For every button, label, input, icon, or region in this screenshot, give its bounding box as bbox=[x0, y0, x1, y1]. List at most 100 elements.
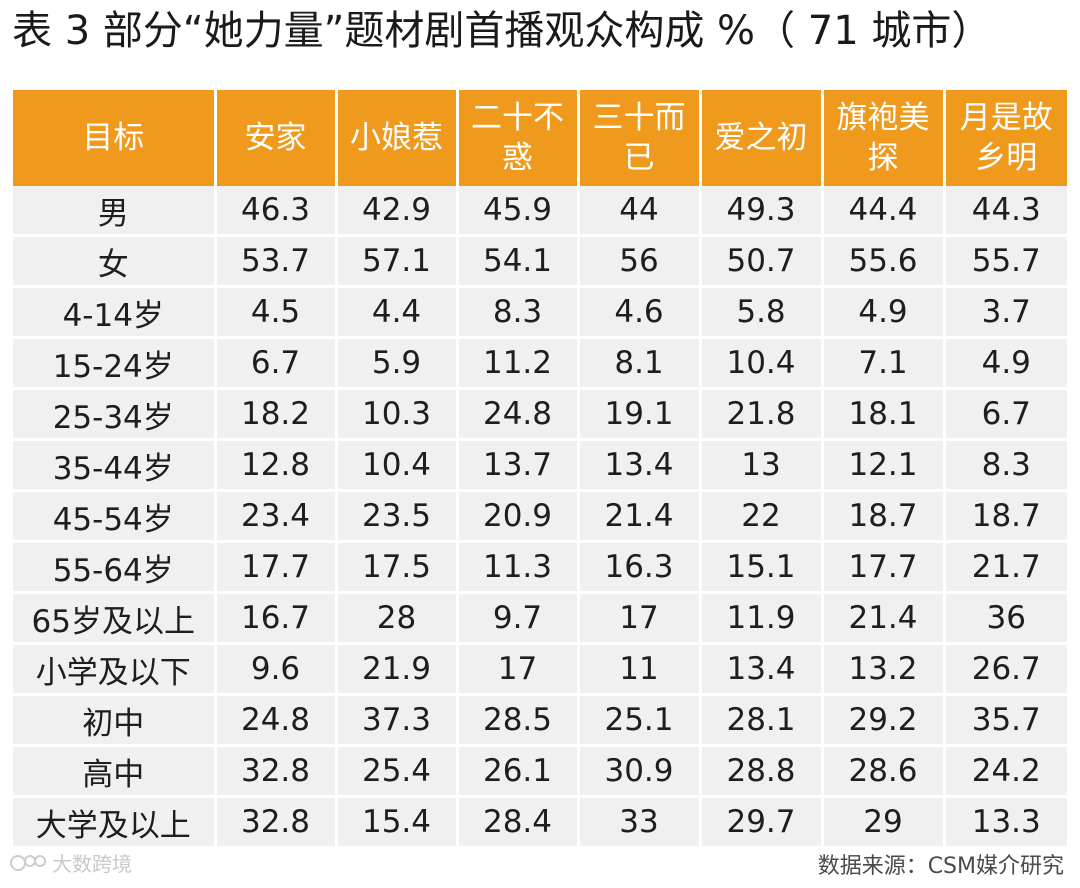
row-label: 4-14岁 bbox=[13, 285, 217, 338]
audience-table: 目标 安家 小娘惹 二十不惑 三十而已 爱之初 旗袍美探 月是故乡明 男 46.3… bbox=[13, 90, 1067, 846]
header-cell: 二十不惑 bbox=[457, 90, 580, 186]
table-cell: 21.7 bbox=[944, 540, 1067, 593]
table-cell: 13.4 bbox=[700, 642, 824, 695]
table-cell: 11.3 bbox=[457, 540, 580, 593]
table-cell: 4.4 bbox=[336, 285, 459, 338]
table-cell: 32.8 bbox=[215, 744, 338, 797]
table-row: 55-64岁 17.7 17.5 11.3 16.3 15.1 17.7 21.7 bbox=[13, 540, 1067, 593]
table-cell: 13.2 bbox=[822, 642, 946, 695]
table-cell: 6.7 bbox=[944, 387, 1067, 440]
table-cell: 21.4 bbox=[578, 489, 702, 542]
table-cell: 30.9 bbox=[578, 744, 702, 797]
table-cell: 7.1 bbox=[822, 336, 946, 389]
brand-logo: 大数跨境 bbox=[8, 848, 132, 877]
table-row: 15-24岁 6.7 5.9 11.2 8.1 10.4 7.1 4.9 bbox=[13, 336, 1067, 389]
table-cell: 8.1 bbox=[578, 336, 702, 389]
table-cell: 44.3 bbox=[944, 186, 1067, 236]
table-cell: 17.7 bbox=[822, 540, 946, 593]
table-row: 初中 24.8 37.3 28.5 25.1 28.1 29.2 35.7 bbox=[13, 693, 1067, 746]
table-cell: 4.6 bbox=[578, 285, 702, 338]
table-cell: 15.1 bbox=[700, 540, 824, 593]
table-cell: 15.4 bbox=[336, 795, 459, 846]
row-label: 大学及以上 bbox=[13, 795, 217, 846]
row-label: 35-44岁 bbox=[13, 438, 217, 491]
table-cell: 28.1 bbox=[700, 693, 824, 746]
header-cell: 月是故乡明 bbox=[944, 90, 1067, 186]
logo-icon bbox=[10, 854, 46, 871]
table-cell: 21.4 bbox=[822, 591, 946, 644]
data-source: 数据来源：CSM媒介研究 bbox=[817, 854, 1064, 879]
table-row: 45-54岁 23.4 23.5 20.9 21.4 22 18.7 18.7 bbox=[13, 489, 1067, 542]
table-row: 女 53.7 57.1 54.1 56 50.7 55.6 55.7 bbox=[13, 234, 1067, 287]
table-cell: 21.8 bbox=[700, 387, 824, 440]
table-cell: 13.7 bbox=[457, 438, 580, 491]
table-cell: 49.3 bbox=[700, 186, 824, 236]
table-cell: 17 bbox=[578, 591, 702, 644]
table-cell: 28.8 bbox=[700, 744, 824, 797]
table-cell: 26.7 bbox=[944, 642, 1067, 695]
table-row: 25-34岁 18.2 10.3 24.8 19.1 21.8 18.1 6.7 bbox=[13, 387, 1067, 440]
table-cell: 13.4 bbox=[578, 438, 702, 491]
logo-text: 大数跨境 bbox=[52, 852, 132, 876]
table-cell: 24.8 bbox=[215, 693, 338, 746]
table-row: 男 46.3 42.9 45.9 44 49.3 44.4 44.3 bbox=[13, 186, 1067, 236]
table-cell: 5.9 bbox=[336, 336, 459, 389]
table-body: 男 46.3 42.9 45.9 44 49.3 44.4 44.3 女 53.7 57.1 54.1… bbox=[13, 186, 1067, 846]
table-cell: 25.4 bbox=[336, 744, 459, 797]
table-cell: 18.7 bbox=[944, 489, 1067, 542]
table-row: 小学及以下 9.6 21.9 17 11 13.4 13.2 26.7 bbox=[13, 642, 1067, 695]
table-cell: 23.4 bbox=[215, 489, 338, 542]
table-cell: 44.4 bbox=[822, 186, 946, 236]
table-cell: 10.4 bbox=[336, 438, 459, 491]
header-cell: 三十而已 bbox=[578, 90, 702, 186]
table-cell: 24.8 bbox=[457, 387, 580, 440]
table-cell: 28.6 bbox=[822, 744, 946, 797]
table-cell: 29.7 bbox=[700, 795, 824, 846]
table-cell: 33 bbox=[578, 795, 702, 846]
header-cell-target: 目标 bbox=[13, 90, 217, 186]
table-cell: 4.9 bbox=[822, 285, 946, 338]
table-row: 65岁及以上 16.7 28 9.7 17 11.9 21.4 36 bbox=[13, 591, 1067, 644]
table-cell: 25.1 bbox=[578, 693, 702, 746]
table-cell: 28.5 bbox=[457, 693, 580, 746]
table-cell: 46.3 bbox=[215, 186, 338, 236]
table-cell: 20.9 bbox=[457, 489, 580, 542]
table-cell: 17 bbox=[457, 642, 580, 695]
table-cell: 4.9 bbox=[944, 336, 1067, 389]
table-cell: 8.3 bbox=[944, 438, 1067, 491]
table-cell: 18.1 bbox=[822, 387, 946, 440]
table-cell: 23.5 bbox=[336, 489, 459, 542]
table-cell: 36 bbox=[944, 591, 1067, 644]
table-cell: 6.7 bbox=[215, 336, 338, 389]
table-cell: 35.7 bbox=[944, 693, 1067, 746]
row-label: 45-54岁 bbox=[13, 489, 217, 542]
table-cell: 50.7 bbox=[700, 234, 824, 287]
table-cell: 26.1 bbox=[457, 744, 580, 797]
table-cell: 13.3 bbox=[944, 795, 1067, 846]
table-row: 4-14岁 4.5 4.4 8.3 4.6 5.8 4.9 3.7 bbox=[13, 285, 1067, 338]
table-cell: 11.2 bbox=[457, 336, 580, 389]
table-cell: 44 bbox=[578, 186, 702, 236]
table-cell: 3.7 bbox=[944, 285, 1067, 338]
table-cell: 16.3 bbox=[578, 540, 702, 593]
table-cell: 11 bbox=[578, 642, 702, 695]
row-label: 女 bbox=[13, 234, 217, 287]
table-cell: 42.9 bbox=[336, 186, 459, 236]
table-cell: 5.8 bbox=[700, 285, 824, 338]
row-label: 男 bbox=[13, 186, 217, 236]
table-cell: 18.2 bbox=[215, 387, 338, 440]
table-cell: 54.1 bbox=[457, 234, 580, 287]
table-cell: 22 bbox=[700, 489, 824, 542]
table-cell: 28.4 bbox=[457, 795, 580, 846]
table-cell: 19.1 bbox=[578, 387, 702, 440]
row-label: 初中 bbox=[13, 693, 217, 746]
table-cell: 4.5 bbox=[215, 285, 338, 338]
row-label: 小学及以下 bbox=[13, 642, 217, 695]
header-cell: 安家 bbox=[215, 90, 338, 186]
table-cell: 29 bbox=[822, 795, 946, 846]
row-label: 25-34岁 bbox=[13, 387, 217, 440]
row-label: 15-24岁 bbox=[13, 336, 217, 389]
table-cell: 32.8 bbox=[215, 795, 338, 846]
table-row: 高中 32.8 25.4 26.1 30.9 28.8 28.6 24.2 bbox=[13, 744, 1067, 797]
table-cell: 28 bbox=[336, 591, 459, 644]
